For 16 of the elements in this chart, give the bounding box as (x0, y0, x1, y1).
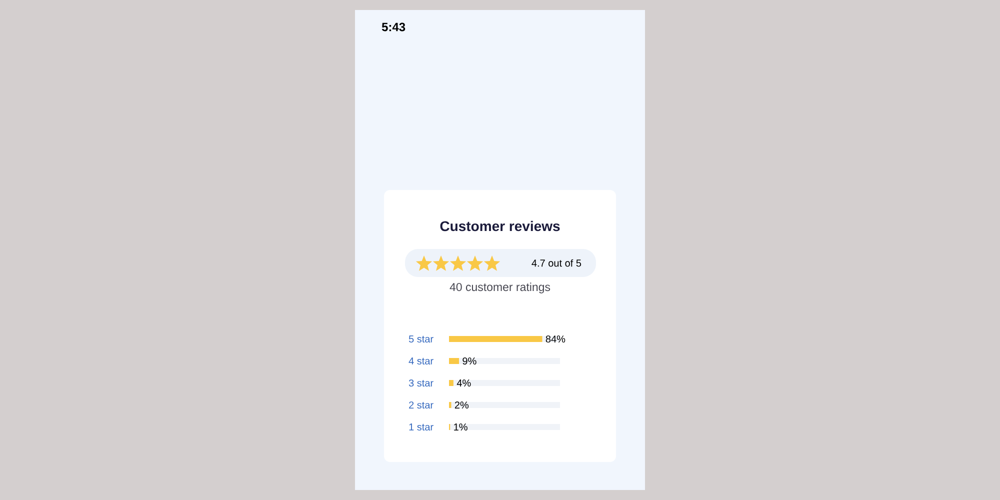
bar (449, 358, 459, 364)
y-tick-label: 4 star (408, 358, 434, 364)
y-tick-label: 1 star (409, 424, 434, 430)
data-label: 1% (454, 423, 468, 431)
data-label: 4% (456, 379, 471, 387)
data-label: 2% (454, 401, 469, 409)
text: 5:43 (382, 22, 406, 32)
text: 40 customer ratings (450, 282, 550, 294)
data-label: 84% (546, 335, 566, 343)
y-tick-label: 3 star (408, 379, 434, 387)
chart-title: Customer reviews (440, 220, 560, 232)
bar (449, 380, 454, 386)
data-label: 9% (462, 357, 476, 365)
y-tick-label: 5 star (408, 336, 434, 342)
y-tick-label: 2 star (409, 401, 434, 409)
text: 4.7 out of 5 (532, 259, 582, 267)
